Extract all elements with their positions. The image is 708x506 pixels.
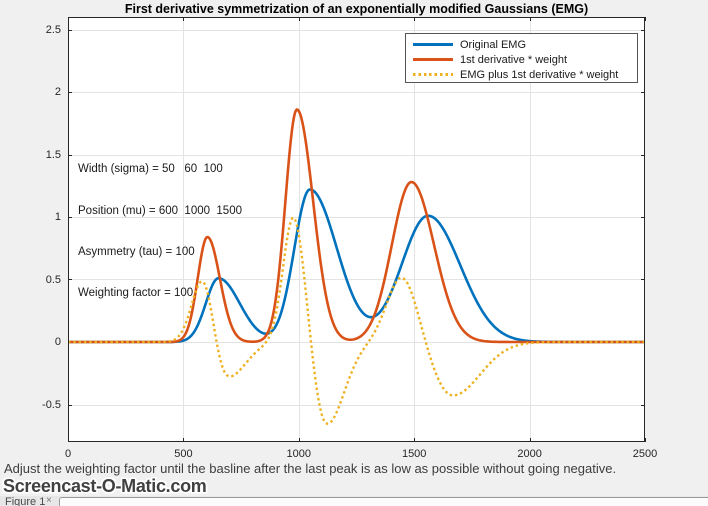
annotation-line-position: Position (mu) = 600 1000 1500 — [78, 204, 242, 217]
plot-background — [68, 17, 645, 442]
taskbar: Figure 1 × — [0, 496, 708, 506]
screencast-watermark: Screencast-O-Matic.com — [3, 476, 207, 496]
close-icon[interactable]: × — [46, 496, 52, 506]
x-tick-label: 500 — [174, 448, 193, 460]
annotation-line-asymmetry: Asymmetry (tau) = 100 — [78, 245, 195, 258]
y-tick-label: 2 — [54, 86, 61, 98]
curve-emg-plus-1st-derivative-weight — [67, 216, 646, 425]
y-tick-label: 0 — [54, 336, 61, 348]
legend-label: EMG plus 1st derivative * weight — [460, 68, 619, 81]
legend-line-sample — [413, 43, 453, 46]
y-tick-label: 1 — [54, 211, 61, 223]
taskbar-panel — [59, 497, 708, 506]
x-tick-label: 2000 — [517, 448, 542, 460]
chart-title: First derivative symmetrization of an ex… — [124, 2, 589, 16]
legend-line-sample — [413, 58, 453, 61]
legend-line-sample — [413, 73, 453, 76]
annotation-line-weighting: Weighting factor = 100 — [78, 286, 194, 299]
x-tick-label: 0 — [64, 448, 72, 460]
y-tick-label: 2.5 — [45, 23, 61, 36]
y-tick-label: 1.5 — [45, 148, 61, 161]
instruction-caption: Adjust the weighting factor until the ba… — [4, 461, 617, 476]
parameter-annotation: Width (sigma) = 50 60 100 Position (mu) … — [78, 136, 242, 314]
axes-box — [68, 17, 645, 442]
x-tick-label: 2500 — [632, 448, 658, 460]
legend-box[interactable]: Original EMG 1st derivative * weight EMG… — [405, 33, 638, 83]
legend-label: Original EMG — [460, 38, 527, 51]
legend-item-original-emg: Original EMG — [413, 37, 637, 52]
y-tick-label: -0.5 — [42, 398, 61, 411]
legend-label: 1st derivative * weight — [460, 53, 567, 66]
x-tick-label: 1000 — [286, 448, 312, 460]
legend-item-1st-derivative: 1st derivative * weight — [413, 52, 637, 67]
taskbar-tab-figure1[interactable]: Figure 1 — [5, 496, 46, 506]
y-tick-label: 0.5 — [45, 273, 61, 286]
x-tick-label: 1500 — [401, 448, 427, 460]
legend-item-emg-plus-derivative: EMG plus 1st derivative * weight — [413, 67, 637, 82]
annotation-line-width: Width (sigma) = 50 60 100 — [78, 163, 223, 176]
